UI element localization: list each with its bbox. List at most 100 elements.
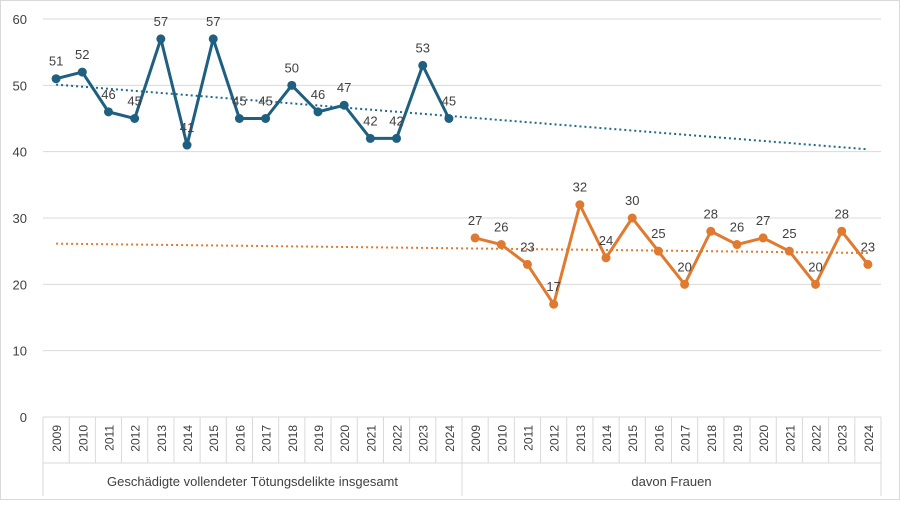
data-point[interactable]: [287, 80, 297, 90]
data-point[interactable]: [549, 299, 559, 309]
trendline-women: [56, 242, 868, 255]
x-axis: 2009 2010 2011 2012 2013 2014 2015 2016 2017 2018…: [42, 416, 882, 496]
data-label: 45: [442, 94, 456, 109]
data-label: 52: [75, 47, 89, 62]
data-point[interactable]: [234, 114, 244, 123]
x-tick-label: 2014: [181, 425, 195, 452]
x-group-label: davon Frauen: [631, 474, 711, 489]
data-point[interactable]: [208, 34, 218, 44]
x-tick-label: 2022: [391, 425, 405, 452]
data-point[interactable]: [653, 246, 663, 256]
data-point[interactable]: [863, 259, 873, 269]
x-tick-label: 2011: [521, 425, 535, 451]
x-tick-label: 2018: [705, 425, 719, 452]
data-label: 57: [154, 14, 168, 29]
y-tick-label: 10: [13, 344, 27, 359]
data-label: 25: [651, 226, 665, 241]
data-label: 25: [782, 226, 796, 241]
series-line-total: [55, 37, 451, 147]
data-label: 27: [468, 213, 482, 228]
data-label: 20: [677, 259, 691, 274]
x-tick-label: 2017: [679, 425, 693, 452]
y-tick-label: 60: [13, 12, 27, 27]
x-tick-label: 2010: [76, 425, 90, 452]
x-tick-label: 2009: [469, 425, 483, 452]
x-tick-label: 2023: [836, 425, 850, 452]
data-label: 27: [756, 213, 770, 228]
data-point[interactable]: [496, 240, 506, 250]
data-label: 17: [546, 279, 560, 294]
x-group-label: Geschädigte vollendeter Tötungsdelikte i…: [107, 474, 398, 489]
data-label: 42: [363, 113, 377, 128]
data-label: 28: [704, 206, 718, 221]
data-point[interactable]: [575, 200, 585, 210]
x-tick-label: 2022: [810, 425, 824, 452]
data-point[interactable]: [522, 259, 532, 269]
x-tick-label: 2013: [574, 425, 588, 452]
x-tick-label: 2010: [495, 425, 509, 452]
data-label: 45: [232, 94, 246, 109]
trendline-total: [56, 83, 868, 151]
data-label: 28: [834, 206, 848, 221]
x-tick-label: 2020: [338, 425, 352, 452]
data-point[interactable]: [313, 107, 323, 117]
x-tick-label: 2017: [260, 425, 274, 452]
data-labels: 51 52 46 45 57 41 57 45 45 50 46 47 42 42 53 45 27 26 23 17…: [49, 14, 875, 294]
data-label: 26: [730, 220, 744, 235]
x-tick-label: 2021: [364, 425, 378, 452]
data-point[interactable]: [680, 279, 690, 289]
data-point[interactable]: [103, 107, 113, 117]
data-label: 41: [180, 120, 194, 135]
y-tick-label: 30: [13, 211, 27, 226]
data-point[interactable]: [706, 226, 716, 236]
data-point[interactable]: [365, 133, 375, 143]
data-point[interactable]: [261, 114, 271, 123]
series-lines: [51, 34, 873, 309]
data-point[interactable]: [392, 133, 402, 143]
data-label: 20: [808, 259, 822, 274]
data-label: 46: [311, 87, 325, 102]
data-label: 45: [258, 94, 272, 109]
x-tick-label: 2014: [600, 425, 614, 452]
data-label: 45: [127, 94, 141, 109]
data-point[interactable]: [811, 279, 821, 289]
data-label: 24: [599, 233, 613, 248]
data-point[interactable]: [837, 226, 847, 236]
data-point[interactable]: [784, 246, 794, 256]
y-tick-label: 50: [13, 78, 27, 93]
x-tick-label: 2024: [862, 425, 876, 452]
data-label: 46: [101, 87, 115, 102]
data-point[interactable]: [627, 213, 637, 223]
y-axis: 0 10 20 30 40 50 60: [13, 12, 27, 425]
data-point[interactable]: [156, 34, 166, 44]
data-point[interactable]: [418, 60, 428, 70]
x-tick-label: 2013: [155, 425, 169, 452]
data-label: 53: [415, 40, 429, 55]
x-tick-label: 2009: [50, 425, 64, 452]
data-point[interactable]: [51, 74, 61, 84]
data-point[interactable]: [182, 140, 192, 150]
data-label: 51: [49, 54, 63, 69]
data-point[interactable]: [732, 240, 742, 250]
data-point[interactable]: [758, 233, 768, 243]
x-tick-label: 2016: [233, 425, 247, 452]
data-label: 42: [389, 113, 403, 128]
x-tick-label: 2012: [548, 425, 562, 452]
x-tick-label: 2011: [102, 425, 116, 451]
data-label: 57: [206, 14, 220, 29]
data-label: 26: [494, 220, 508, 235]
data-point[interactable]: [444, 114, 454, 123]
data-point[interactable]: [77, 67, 87, 77]
data-label: 23: [861, 239, 875, 254]
data-point[interactable]: [470, 233, 480, 243]
data-point[interactable]: [130, 114, 140, 123]
x-tick-label: 2021: [783, 425, 797, 452]
y-tick-label: 20: [13, 277, 27, 292]
x-tick-label: 2020: [757, 425, 771, 452]
data-point[interactable]: [601, 253, 611, 263]
x-tick-label: 2019: [312, 425, 326, 452]
x-tick-label: 2024: [443, 425, 457, 452]
data-point[interactable]: [339, 100, 349, 110]
